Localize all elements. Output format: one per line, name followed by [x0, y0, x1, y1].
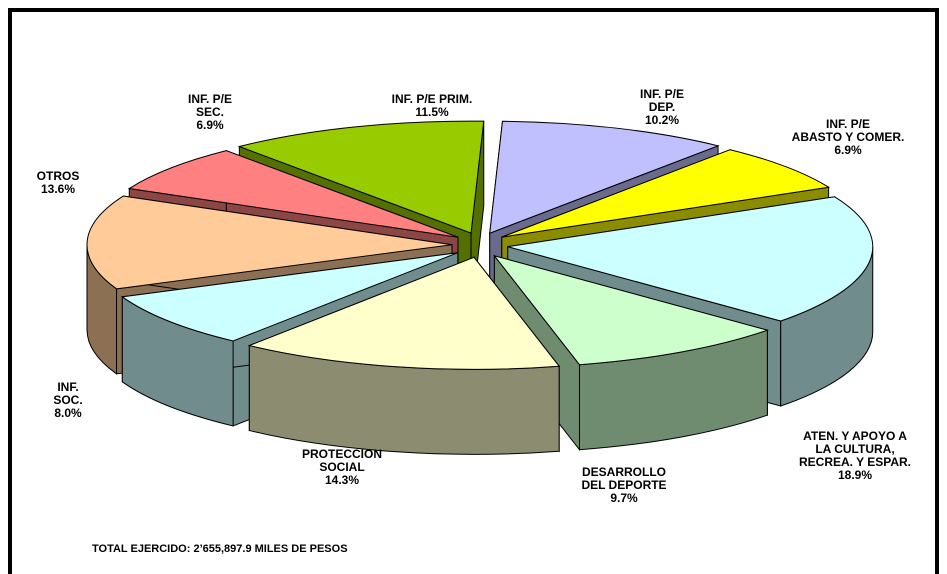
value-label: 8.0% — [54, 406, 82, 420]
category-label: INF. P/E DEP. — [640, 87, 684, 114]
category-label: INF. SOC. — [53, 380, 82, 407]
category-label: INF. P/E PRIM. — [392, 92, 473, 106]
slice — [247, 255, 561, 455]
category-label: OTROS — [37, 169, 80, 183]
value-label: 6.9% — [196, 118, 224, 132]
slice-top — [507, 196, 874, 322]
value-label: 6.9% — [834, 143, 862, 157]
value-label: 10.2% — [645, 113, 679, 127]
note: TOTAL EJERCIDO: 2’655,897.9 MILES DE PES… — [92, 543, 348, 555]
slice-top — [121, 252, 458, 342]
category-label: INF. P/E ABASTO Y COMER. — [792, 117, 905, 144]
value-label: 9.7% — [610, 491, 638, 505]
slice-top — [501, 149, 831, 238]
value-label: 13.6% — [41, 182, 75, 196]
category-label: DESARROLLO DEL DEPORTE — [581, 465, 666, 492]
value-label: 14.3% — [325, 473, 359, 487]
value-label: 18.9% — [838, 468, 872, 482]
category-label: INF. P/E SEC. — [188, 92, 232, 119]
slice-top — [493, 254, 770, 366]
value-label: 11.5% — [415, 105, 449, 119]
slice-top — [489, 120, 720, 234]
slice-top — [247, 256, 561, 370]
category-label: ATEN. Y APOYO A LA CULTURA, RECREA. Y ESPA… — [799, 429, 911, 469]
slice-top — [86, 195, 453, 290]
frame — [8, 8, 939, 574]
category-label: PROTECCION SOCIAL — [302, 447, 382, 474]
slice-top — [237, 120, 485, 234]
slice-top — [127, 150, 459, 238]
